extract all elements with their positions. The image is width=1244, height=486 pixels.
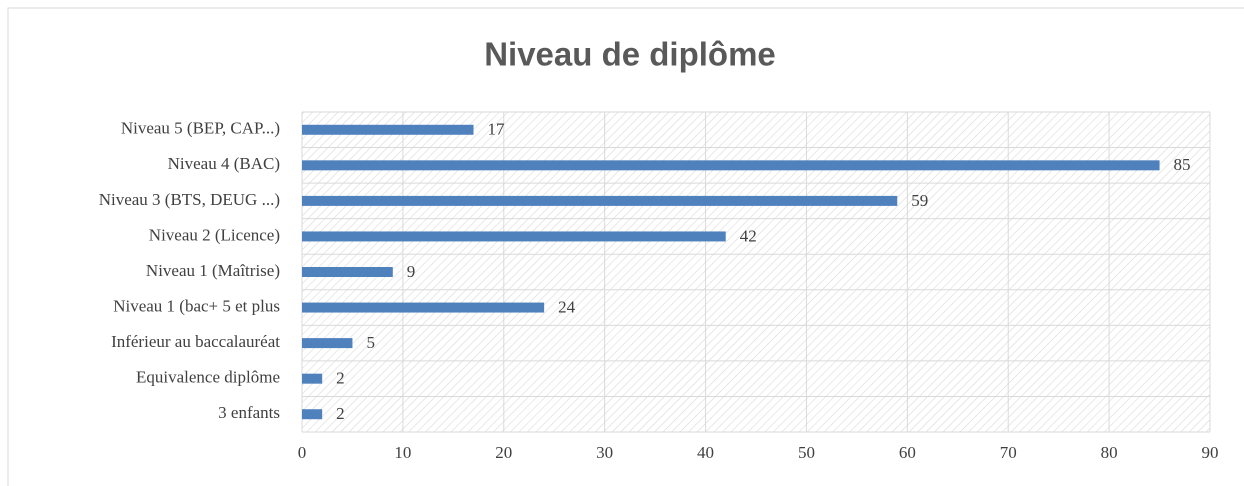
x-tick-label: 20 xyxy=(495,443,512,462)
chart-border xyxy=(7,7,1244,486)
data-label: 24 xyxy=(558,297,576,316)
y-tick-label: Inférieur au baccalauréat xyxy=(111,332,280,351)
data-label: 59 xyxy=(911,191,928,210)
y-tick-label: Niveau 5 (BEP, CAP...) xyxy=(121,119,280,138)
bar xyxy=(302,160,1160,171)
bar xyxy=(302,373,323,384)
bar xyxy=(302,409,323,420)
y-tick-label: Niveau 3 (BTS, DEUG ...) xyxy=(99,190,280,209)
y-tick-label: Niveau 1 (bac+ 5 et plus xyxy=(113,296,280,315)
x-tick-label: 30 xyxy=(596,443,613,462)
bar xyxy=(302,124,474,135)
plot-area xyxy=(302,112,1210,432)
x-tick-label: 90 xyxy=(1202,443,1219,462)
data-label: 2 xyxy=(336,404,345,423)
bar xyxy=(302,231,726,242)
y-tick-label: Niveau 1 (Maîtrise) xyxy=(146,261,280,280)
data-label: 42 xyxy=(740,226,757,245)
bar xyxy=(302,338,353,349)
x-tick-label: 10 xyxy=(394,443,411,462)
data-label: 5 xyxy=(366,333,375,352)
bar xyxy=(302,302,545,313)
data-label: 17 xyxy=(488,120,506,139)
x-tick-label: 0 xyxy=(298,443,307,462)
data-label: 85 xyxy=(1174,155,1191,174)
x-tick-label: 80 xyxy=(1101,443,1118,462)
bar xyxy=(302,195,898,206)
y-tick-label: Niveau 2 (Licence) xyxy=(149,225,280,244)
data-label: 2 xyxy=(336,369,345,388)
data-label: 9 xyxy=(407,262,416,281)
bar xyxy=(302,267,393,277)
x-tick-label: 40 xyxy=(697,443,714,462)
chart-title: Niveau de diplôme xyxy=(484,36,776,73)
y-tick-label: Equivalence diplôme xyxy=(136,368,280,387)
x-tick-label: 60 xyxy=(899,443,916,462)
x-tick-label: 50 xyxy=(798,443,815,462)
y-tick-label: 3 enfants xyxy=(218,403,280,422)
y-tick-label: Niveau 4 (BAC) xyxy=(168,154,280,173)
x-tick-label: 70 xyxy=(1000,443,1017,462)
